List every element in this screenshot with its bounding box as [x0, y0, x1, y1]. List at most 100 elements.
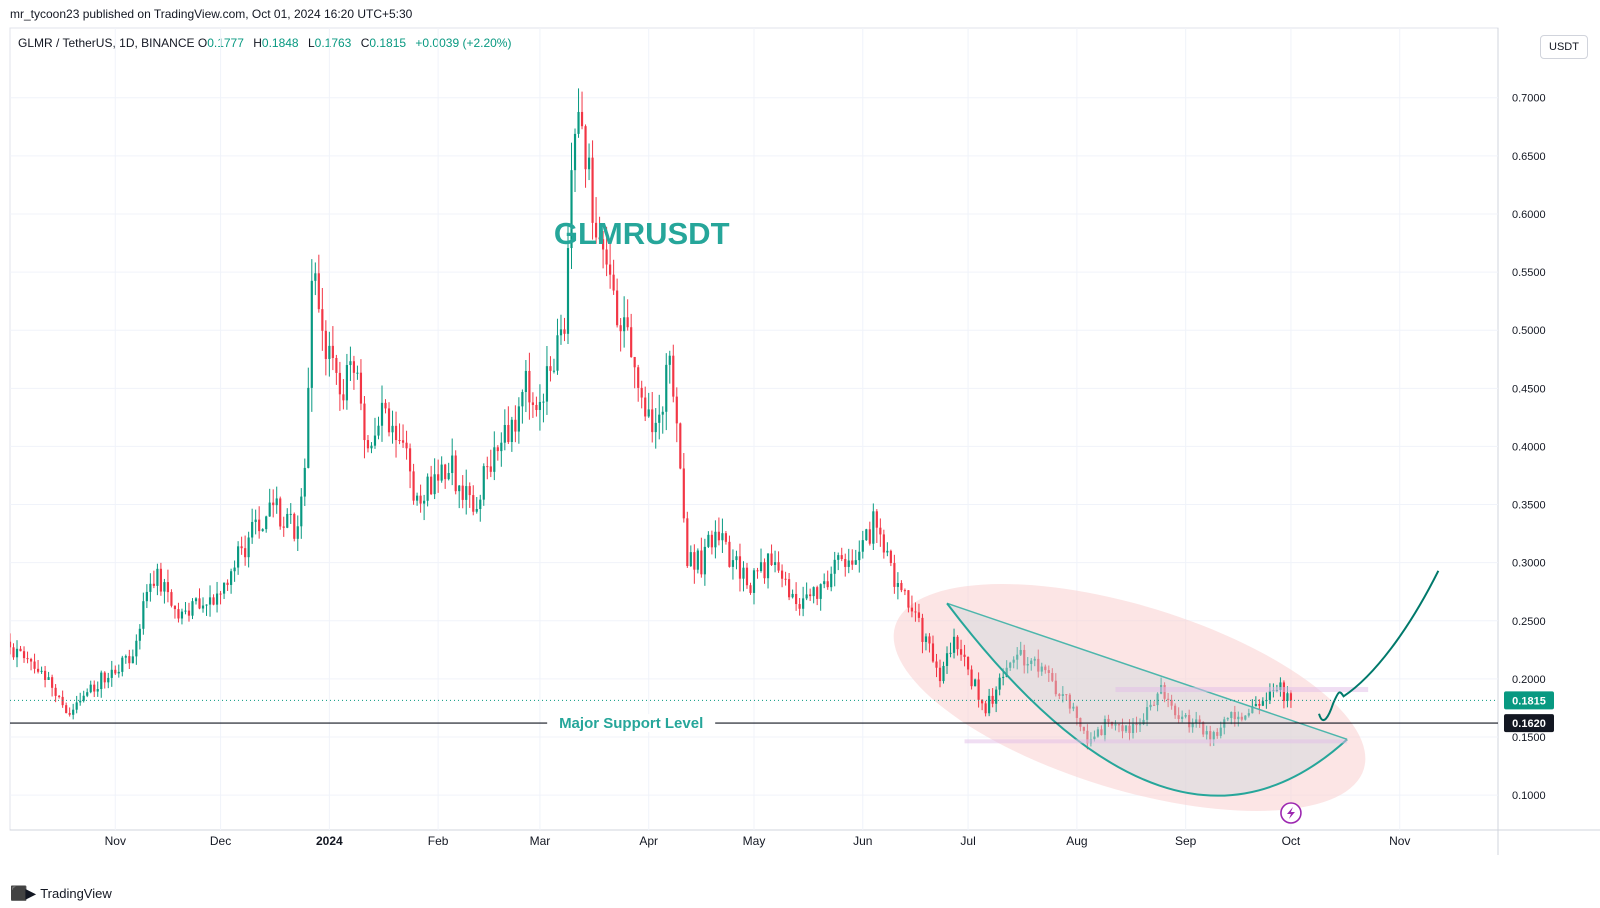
candle-body [773, 562, 777, 566]
candle-body [493, 447, 496, 472]
candle-body [152, 583, 155, 586]
candle-body [33, 661, 36, 669]
candle-body [1023, 649, 1026, 666]
candle-body [482, 466, 485, 500]
time-tick-label: Dec [210, 834, 231, 848]
currency-button[interactable]: USDT [1540, 35, 1588, 59]
candle-body [840, 555, 843, 560]
candle-body [19, 648, 22, 652]
candle-body [1198, 719, 1201, 723]
candle-body [1237, 716, 1240, 720]
candle-body [686, 518, 689, 567]
candle-body [1261, 701, 1264, 706]
candle-body [163, 582, 166, 592]
candle-body [679, 423, 682, 469]
candle-body [1128, 725, 1131, 734]
candle-body [486, 466, 489, 468]
candle-body [61, 696, 64, 706]
time-axis[interactable]: Nov Dec 2024 Feb Mar Apr May Jun Jul Aug Sep Oct Nov [105, 834, 1411, 848]
candle-body [689, 552, 692, 567]
candle-body [384, 402, 387, 409]
rounding-bottom-curve [946, 602, 1348, 797]
candle-body [58, 695, 61, 697]
candle-body [1093, 736, 1096, 740]
high-value: 0.1848 [261, 36, 299, 50]
time-tick-label: 2024 [316, 834, 343, 848]
time-tick-label: Jul [960, 834, 975, 848]
candle-body [812, 587, 815, 597]
candle-body [738, 556, 742, 579]
candle-body [928, 636, 931, 644]
candle-body [661, 411, 664, 415]
candle-body [201, 605, 205, 609]
candle-body [300, 496, 303, 527]
symbol-legend: GLMR / TetherUS, 1D, BINANCE O0.1777 H0.… [18, 36, 517, 50]
candle-body [47, 677, 50, 680]
annotation-overlay: Major Support Level GLMRUSDT [10, 216, 1498, 824]
candle-body [805, 594, 808, 599]
brand-footer[interactable]: ⬛▶ TradingView [10, 885, 112, 902]
candle-body [791, 593, 794, 598]
candle-body [212, 597, 215, 605]
candle-body [1107, 718, 1110, 722]
candle-body [1019, 649, 1022, 655]
candle-body [247, 537, 250, 558]
candle-body [819, 584, 822, 599]
candle-body [1145, 707, 1149, 720]
support-label-text: Major Support Level [559, 715, 703, 732]
candle-body [205, 604, 208, 606]
candle-body [728, 541, 731, 567]
candle-body [219, 593, 222, 595]
candle-body [623, 317, 626, 332]
candle-body [542, 401, 545, 403]
candle-body [731, 560, 735, 567]
candle-body [1138, 724, 1142, 726]
candle-body [931, 643, 935, 662]
candle-body [872, 511, 875, 544]
candle-body [215, 593, 219, 605]
candle-body [854, 560, 857, 565]
candle-body [531, 402, 534, 405]
candle-body [693, 552, 696, 570]
symbol-name[interactable]: GLMR / TetherUS, 1D, BINANCE [18, 36, 195, 50]
resistance-band [1115, 687, 1369, 693]
candle-body [1040, 666, 1043, 672]
candle-body [591, 157, 594, 223]
candle-body [159, 568, 162, 592]
candle-body [387, 408, 391, 433]
candle-body [833, 559, 836, 574]
candle-body [756, 570, 759, 572]
candle-body [440, 464, 443, 481]
candle-body [503, 424, 506, 443]
candle-body [279, 498, 282, 527]
candle-body [230, 571, 233, 585]
candle-body [644, 397, 647, 417]
candle-body [1135, 723, 1138, 726]
candle-body [430, 476, 433, 495]
candle-body [763, 562, 766, 579]
candle-body [1016, 654, 1019, 660]
candle-body [1216, 732, 1219, 736]
price-axis[interactable]: 0.1000 0.1500 0.2000 0.2500 0.3000 0.3500 0.40… [1504, 93, 1554, 802]
change-value: +0.0039 (+2.20%) [415, 36, 512, 50]
price-tick-label: 0.5500 [1512, 267, 1546, 279]
candle-body [1247, 713, 1250, 716]
candle-body [1191, 723, 1194, 728]
candle-body [917, 612, 921, 618]
candle-body [349, 361, 352, 366]
candle-body [121, 657, 124, 672]
candle-body [187, 610, 191, 616]
candle-body [830, 573, 833, 588]
candle-body [472, 495, 475, 512]
candle-body [451, 455, 454, 474]
candle-body [286, 513, 289, 528]
candle-body [633, 356, 636, 368]
candle-body [468, 486, 471, 496]
candle-body [910, 607, 914, 612]
candle-body [966, 656, 970, 670]
candle-body [1251, 706, 1254, 714]
candle-body [1121, 725, 1124, 732]
price-tick-label: 0.6000 [1512, 209, 1546, 221]
candle-body [244, 548, 247, 558]
